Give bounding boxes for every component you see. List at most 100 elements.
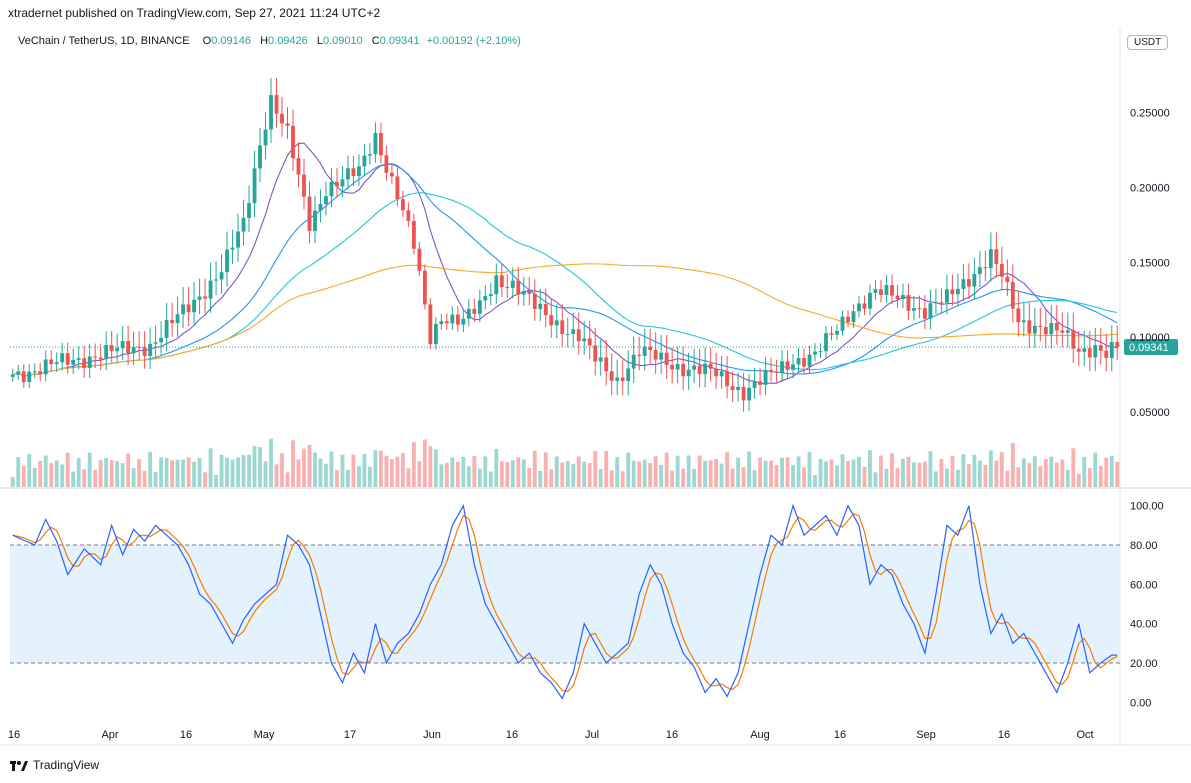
volume-bar [230,459,235,487]
candle-body [1098,345,1103,351]
candle-body [126,340,131,353]
ma-purple-line [12,142,1118,385]
candle-body [494,275,499,295]
volume-bar [890,453,894,487]
volume-bar [1016,467,1021,487]
candle-body [637,354,642,356]
volume-bar [335,470,339,487]
volume-bar [719,463,724,487]
candle-body [576,329,581,342]
candle-body [131,347,136,353]
volume-bar [164,458,169,487]
candle-body [802,358,806,367]
candle-body [774,371,779,373]
candle-body [659,352,664,360]
candle-body [703,363,708,375]
candle-body [1054,323,1059,331]
candle-body [362,155,367,167]
volume-bar [609,470,614,487]
candle-body [642,346,647,356]
volume-bar [1043,459,1048,487]
volume-bar [780,457,784,487]
volume-bar [835,465,839,487]
candle-body [653,350,658,360]
candle-body [269,95,273,130]
candle-body [670,365,675,370]
time-tick-label: 17 [344,729,356,741]
volume-bar [774,464,779,487]
candle-body [1065,330,1070,333]
volume-bar [637,461,642,487]
volume-bar [1054,462,1059,487]
volume-bar [906,456,911,487]
candle-body [93,356,98,358]
candle-body [400,199,405,211]
candle-body [153,342,158,344]
candle-body [1010,281,1015,309]
volume-bar [109,460,114,487]
volume-bar [208,448,213,487]
candle-body [868,292,872,309]
candle-body [247,203,251,218]
volume-bar [368,466,372,487]
volume-bar [549,469,554,487]
candle-body [615,377,620,381]
volume-bar [1065,469,1070,487]
volume-bar [82,469,87,487]
volume-bar [280,453,284,487]
volume-bar [27,454,32,487]
volume-bar [186,457,191,487]
volume-bar [1027,463,1032,487]
volume-bar [214,475,218,487]
currency-button[interactable]: USDT [1127,35,1169,50]
candle-body [510,280,515,288]
volume-bar [879,455,883,487]
volume-bar [461,456,466,487]
candle-body [714,368,719,377]
low-label: L [316,35,323,47]
volume-bar [499,461,504,487]
candle-body [939,302,944,304]
volume-bar [71,471,76,487]
volume-bar [466,466,471,487]
volume-bar [148,451,153,487]
volume-bar [884,468,889,487]
candle-body [49,359,54,365]
volume-bar [411,442,416,487]
volume-bar [653,456,658,487]
volume-bar [483,456,488,487]
time-tick-label: Aug [750,729,770,741]
candle-body [38,371,43,375]
volume-bar [988,450,993,487]
candle-body [598,357,603,362]
time-tick-label: 16 [998,729,1010,741]
price-tick-label: 0.10000 [1130,332,1170,344]
publisher-header: xtradernet published on TradingView.com,… [8,6,381,20]
candle-body [230,247,235,250]
candle-body [923,308,927,319]
volume-bar [65,452,70,487]
candle-body [208,280,213,299]
volume-bar [983,464,988,487]
volume-bar [1087,468,1092,487]
volume-bar [159,457,164,487]
candle-body [236,231,240,248]
volume-bar [1093,452,1098,487]
volume-bar [93,469,98,487]
volume-bar [269,438,273,487]
candle-body [302,174,306,197]
candle-body [933,302,938,304]
volume-bar [791,465,795,487]
volume-bar [648,463,653,487]
volume-bar [433,449,438,487]
candle-body [609,371,614,381]
volume-bar [38,460,43,487]
candle-body [406,210,411,221]
volume-bar [813,474,817,487]
candle-body [527,291,532,294]
volume-bar [104,457,109,487]
ma-orange-line [12,263,1118,377]
candle-body [428,304,433,345]
candle-body [252,168,257,204]
candle-body [785,361,790,370]
